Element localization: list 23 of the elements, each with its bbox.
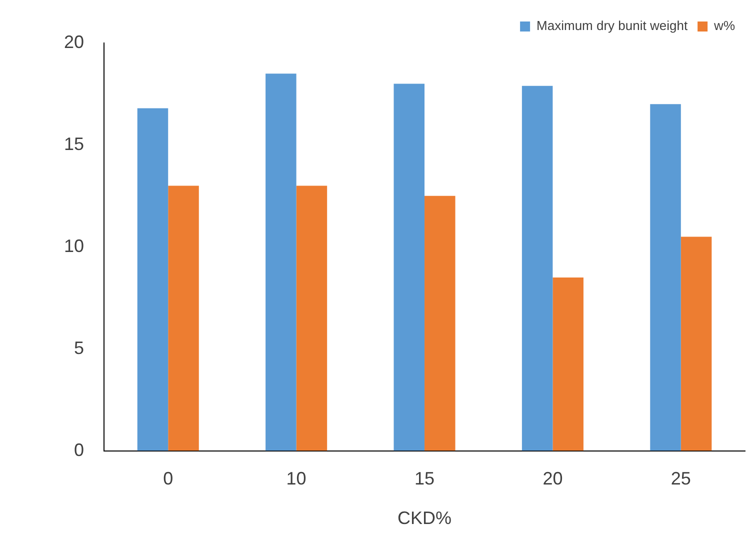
x-tick-label: 20 [542,468,563,489]
x-tick-label: 10 [286,468,306,489]
legend-label: Maximum dry bunit weight [536,18,688,34]
bar [680,236,712,451]
y-tick-label: 20 [64,32,84,52]
y-tick-label: 0 [74,440,84,460]
y-tick-label: 5 [74,338,84,358]
x-tick-label: 25 [670,468,691,489]
bar [394,84,425,451]
bar [424,196,456,451]
bar [168,186,199,451]
bar [650,104,681,451]
bar [522,86,553,451]
y-tick-label: 15 [64,134,84,154]
x-tick-label: 0 [163,468,174,489]
bar [137,108,168,451]
bar [266,74,296,451]
legend-label: w% [713,18,736,34]
y-tick-label: 10 [64,236,84,256]
x-axis-title: CKD% [398,508,452,528]
bar [552,277,584,451]
x-tick-label: 15 [414,468,435,489]
bar [296,186,328,451]
